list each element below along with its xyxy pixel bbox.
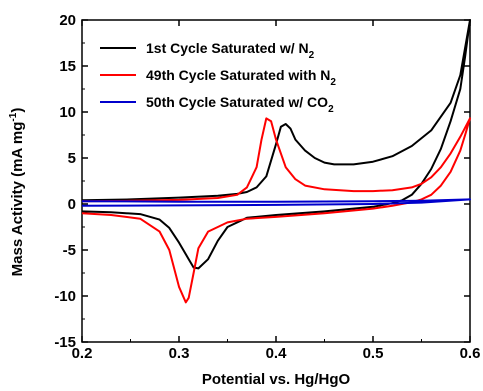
y-tick-label: -10 bbox=[54, 288, 76, 305]
y-axis-title: Mass Activity (mA mg-1) bbox=[8, 108, 26, 277]
y-axis-title-sup: -1 bbox=[8, 112, 19, 121]
y-tick-label: 0 bbox=[68, 196, 76, 213]
legend-label-main: 50th Cycle Saturated w/ CO bbox=[146, 94, 328, 110]
series-line-3 bbox=[81, 198, 471, 207]
y-tick-label: 20 bbox=[59, 12, 76, 29]
legend-label-main: 49th Cycle Saturated with N bbox=[146, 67, 330, 83]
legend-label-1: 1st Cycle Saturated w/ N2 bbox=[146, 40, 315, 61]
x-tick-label: 0.4 bbox=[266, 345, 288, 362]
y-axis-title-end: ) bbox=[9, 108, 26, 113]
y-tick-label: -5 bbox=[63, 242, 76, 259]
x-tick-label: 0.2 bbox=[72, 345, 93, 362]
x-tick-label: 0.3 bbox=[169, 345, 190, 362]
axis-ticks: 0.2 0.3 0.4 0.5 0.6 -15 -10 -5 0 5 10 15 20 bbox=[54, 12, 480, 362]
legend-label-2: 49th Cycle Saturated with N2 bbox=[146, 67, 336, 88]
x-axis-title: Potential vs. Hg/HgO bbox=[202, 371, 351, 388]
series-line-2 bbox=[81, 117, 471, 304]
x-tick-label: 0.5 bbox=[363, 345, 384, 362]
series-lines bbox=[81, 19, 471, 304]
legend-label-sub: 2 bbox=[309, 50, 315, 61]
legend-label-sub: 2 bbox=[328, 104, 334, 115]
x-tick-label: 0.6 bbox=[460, 345, 481, 362]
y-tick-label: 5 bbox=[68, 150, 76, 167]
y-tick-label: 15 bbox=[59, 58, 76, 75]
y-tick-label: 10 bbox=[59, 104, 76, 121]
legend-label-sub: 2 bbox=[330, 77, 336, 88]
series-line-1 bbox=[81, 19, 471, 270]
y-axis-title-main: Mass Activity (mA mg bbox=[9, 122, 26, 277]
y-tick-label: -15 bbox=[54, 334, 76, 351]
legend-label-main: 1st Cycle Saturated w/ N bbox=[146, 40, 309, 56]
legend-label-3: 50th Cycle Saturated w/ CO2 bbox=[146, 94, 334, 115]
